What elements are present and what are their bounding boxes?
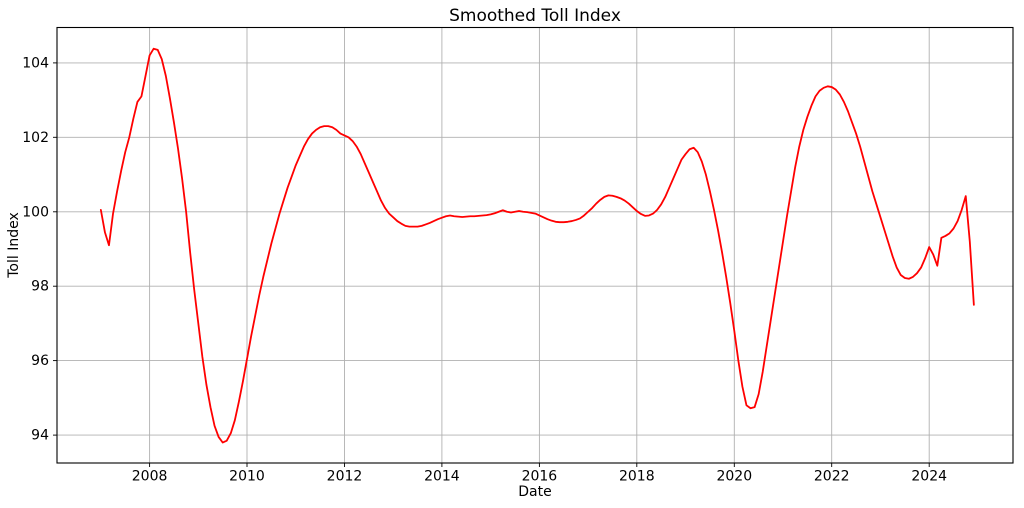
y-tick-label: 98 (31, 279, 49, 295)
x-tick-label: 2020 (716, 469, 752, 485)
y-axis-label: Toll Index (6, 212, 22, 278)
y-tick-label: 100 (22, 204, 49, 220)
x-tick-label: 2018 (619, 469, 655, 485)
x-tick-label: 2024 (911, 469, 947, 485)
series-line (99, 47, 975, 444)
x-tick-label: 2022 (814, 469, 850, 485)
x-tick-label: 2014 (424, 469, 460, 485)
x-tick-label: 2012 (327, 469, 363, 485)
x-axis-label: Date (518, 484, 552, 500)
x-tick-label: 2016 (522, 469, 558, 485)
y-tick-label: 102 (22, 130, 49, 146)
y-tick-label: 94 (31, 428, 49, 444)
y-tick-label: 104 (22, 55, 49, 71)
x-tick-label: 2008 (132, 469, 168, 485)
axes-spines (56, 26, 1014, 464)
y-tick-label: 96 (31, 353, 49, 369)
chart-title: Smoothed Toll Index (449, 6, 621, 26)
x-tick-label: 2010 (229, 469, 265, 485)
